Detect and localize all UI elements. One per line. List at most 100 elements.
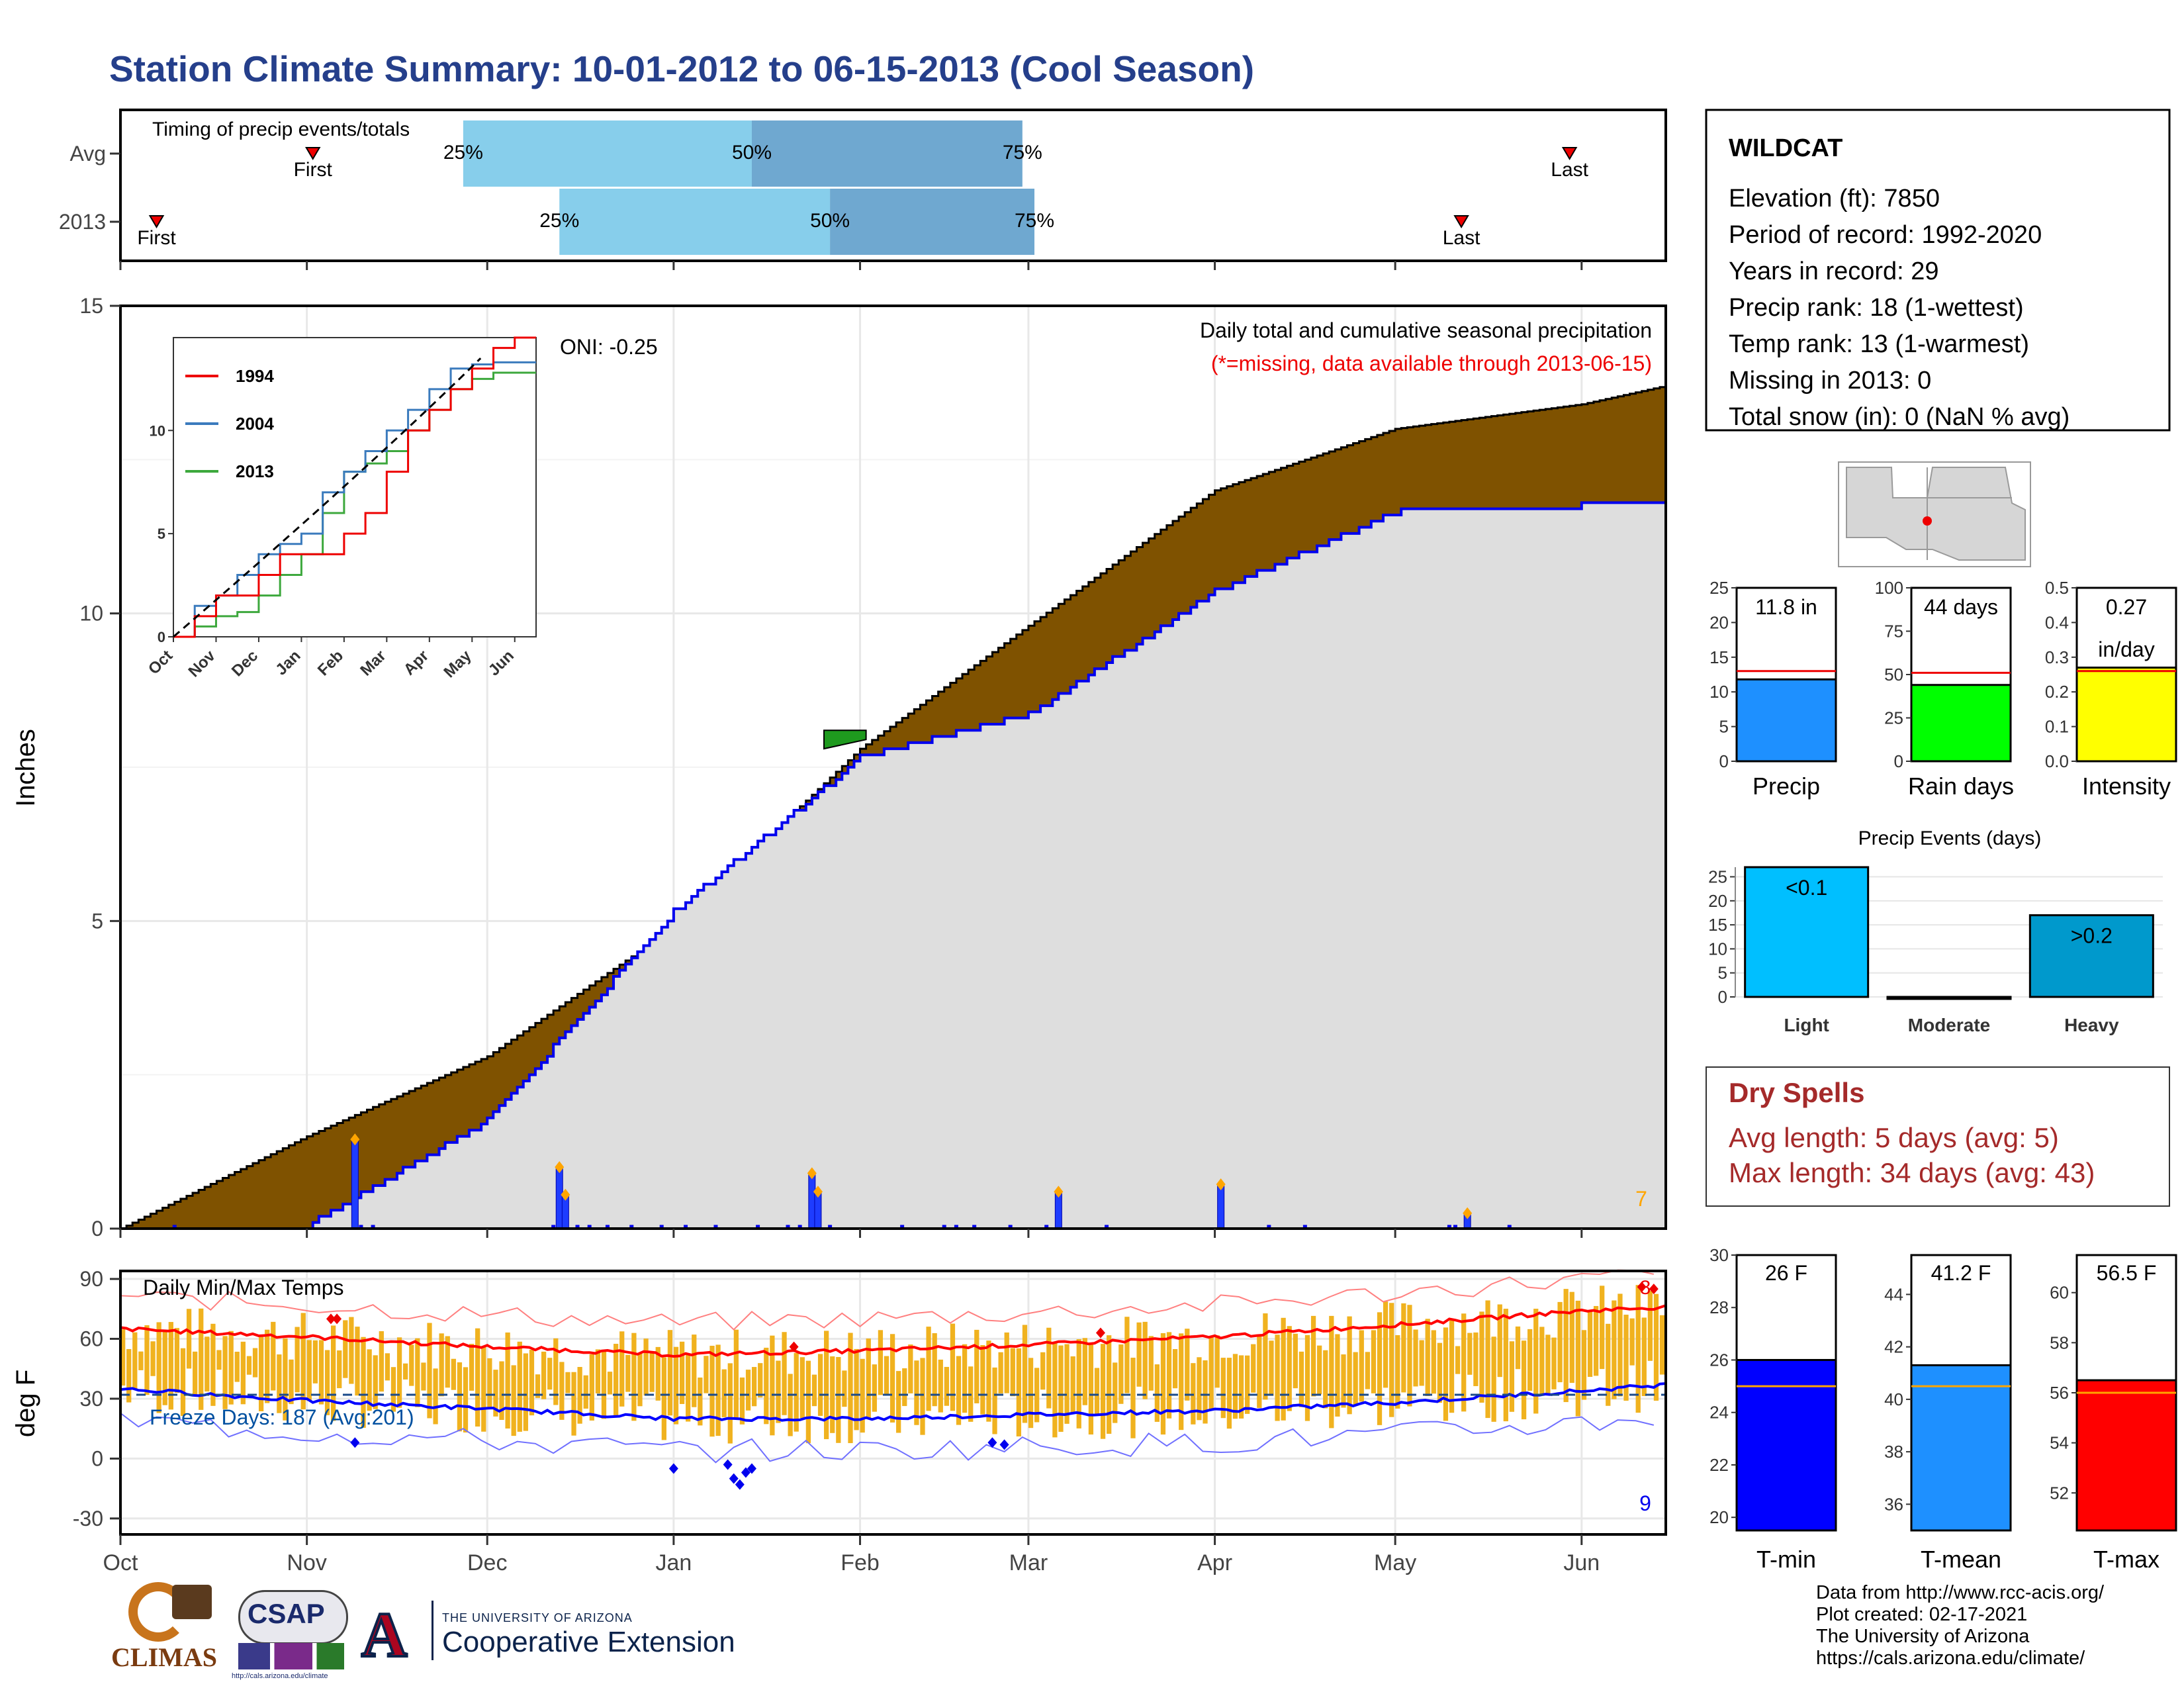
inset-legend-label: 2004 [236,414,274,434]
daily-temp-bar [1612,1300,1617,1399]
summary-bar-value [1735,678,1837,763]
temp-bar-tick-label: 56 [2050,1383,2069,1403]
temp-summary-t-mean: 36 38 40 42 44 41.2 F T-mean [1884,1254,2012,1573]
daily-temp-bar [799,1357,805,1419]
summary-bar-tick-label: 75 [1884,622,1903,641]
daily-temp-bar [228,1331,234,1405]
daily-temp-bar [120,1329,126,1386]
daily-temp-bar [998,1352,1003,1394]
daily-temp-bar [1064,1344,1069,1424]
inset-average-line [173,357,482,638]
daily-temp-bar [1263,1313,1268,1400]
daily-temp-bar [788,1374,793,1436]
daily-temp-bar [1359,1330,1364,1402]
daily-temp-bar [938,1359,943,1413]
daily-temp-bar [637,1353,643,1407]
daily-temp-bar [577,1367,582,1424]
daily-temp-bar [1052,1341,1058,1438]
daily-temp-bar [1293,1333,1298,1389]
daily-temp-bar [1461,1313,1467,1412]
daily-temp-bar [457,1362,463,1432]
summary-bar-tick-label: 0.1 [2045,717,2069,737]
daily-temp-bar [246,1356,252,1375]
station-name: WILDCAT [1729,134,1843,162]
temp-bar-value [1910,1364,2012,1532]
daily-temp-bar [1298,1351,1304,1407]
daily-temp-bar [1100,1344,1106,1439]
temp-bar-value-label: 56.5 F [2097,1261,2157,1285]
climas-text: CLIMAS [111,1642,218,1672]
daily-temp-bar [1118,1344,1124,1404]
daily-temp-bar [156,1322,161,1413]
month-label: Mar [1009,1550,1048,1575]
month-label: Jun [1563,1550,1600,1575]
y-tick-label: 5 [91,909,103,933]
temp-bar-tick-label: 22 [1709,1455,1729,1475]
daily-precip-bar [900,1225,905,1229]
record-high-marker [1637,1282,1647,1293]
event-bar-light [1744,866,1870,998]
daily-temp-bar [511,1365,516,1436]
daily-temp-bar [409,1344,414,1386]
page-title: Station Climate Summary: 10-01-2012 to 0… [109,48,1255,89]
temp-bar-value [2075,1379,2177,1532]
precip-count-label: 7 [1635,1187,1647,1211]
daily-temp-bar [727,1363,733,1444]
daily-temp-bar [1287,1326,1292,1411]
daily-temp-bar [1329,1315,1334,1429]
daily-temp-bar [379,1331,384,1392]
daily-precip-bar [1008,1225,1013,1229]
daily-temp-bar [643,1338,649,1396]
daily-temp-bar [878,1330,884,1395]
daily-temp-bar [1148,1336,1154,1391]
y-tick-label: 0 [91,1446,103,1470]
daily-temp-bar [343,1320,348,1378]
daily-temp-bar [312,1340,318,1383]
daily-temp-bar [1347,1316,1352,1415]
daily-temp-bar [619,1331,625,1407]
daily-temp-bar [1443,1327,1449,1421]
daily-temp-bar [1617,1293,1623,1397]
daily-temp-bar [1154,1364,1160,1422]
daily-temp-bar [415,1338,420,1407]
temp-bar-tick-label: 26 [1709,1350,1729,1370]
daily-temp-bar [1593,1305,1599,1376]
timing-bar-lower-half [463,120,752,187]
daily-temp-bar [902,1368,907,1407]
daily-temp-bar [1220,1358,1226,1419]
daily-precip-bar [1267,1225,1271,1229]
summary-bar-tick-label: 5 [1719,717,1729,737]
temp-bar-tick-label: 20 [1709,1507,1729,1527]
daily-temp-bar [1058,1345,1064,1432]
dry-spells-max: Max length: 34 days (avg: 43) [1729,1157,2095,1188]
daily-temp-bar [1341,1354,1346,1408]
daily-temp-bar [733,1329,739,1418]
record-high-marker [789,1341,799,1352]
daily-temp-bar [180,1348,186,1417]
daily-temp-bar [1371,1330,1377,1393]
daily-temp-bar [896,1371,901,1433]
daily-precip-bar [954,1225,958,1229]
daily-temp-bar [1214,1335,1220,1388]
daily-precip-bar [659,1225,664,1229]
summary-bar-name: Precip [1752,773,1820,800]
daily-precip-bar [684,1225,688,1229]
daily-temp-bar [1172,1348,1178,1389]
daily-temp-bar [277,1354,282,1413]
temp-bar-tick-label: 36 [1884,1494,1903,1514]
summary-bar-tick-label: 100 [1875,578,1903,598]
summary-bar-tick-label: 0.5 [2045,578,2069,598]
daily-temp-bar [830,1356,835,1433]
record-low-marker [987,1437,997,1448]
timing-q75-label: 75% [1003,142,1042,164]
daily-temp-bar [1323,1350,1328,1409]
daily-temp-bar [559,1362,565,1420]
daily-temp-bar [926,1327,931,1411]
dry-spells-title: Dry Spells [1729,1077,1864,1108]
inset-panel: Oct Nov Dec Jan Feb Mar Apr May Jun0510199420042… [145,336,537,681]
credit-plot-date: Plot created: 02-17-2021 [1816,1604,2028,1625]
daily-temp-bar [686,1354,691,1422]
daily-temp-bar [1509,1341,1515,1412]
daily-temp-bar [1659,1315,1665,1375]
daily-max-marker [555,1161,565,1174]
